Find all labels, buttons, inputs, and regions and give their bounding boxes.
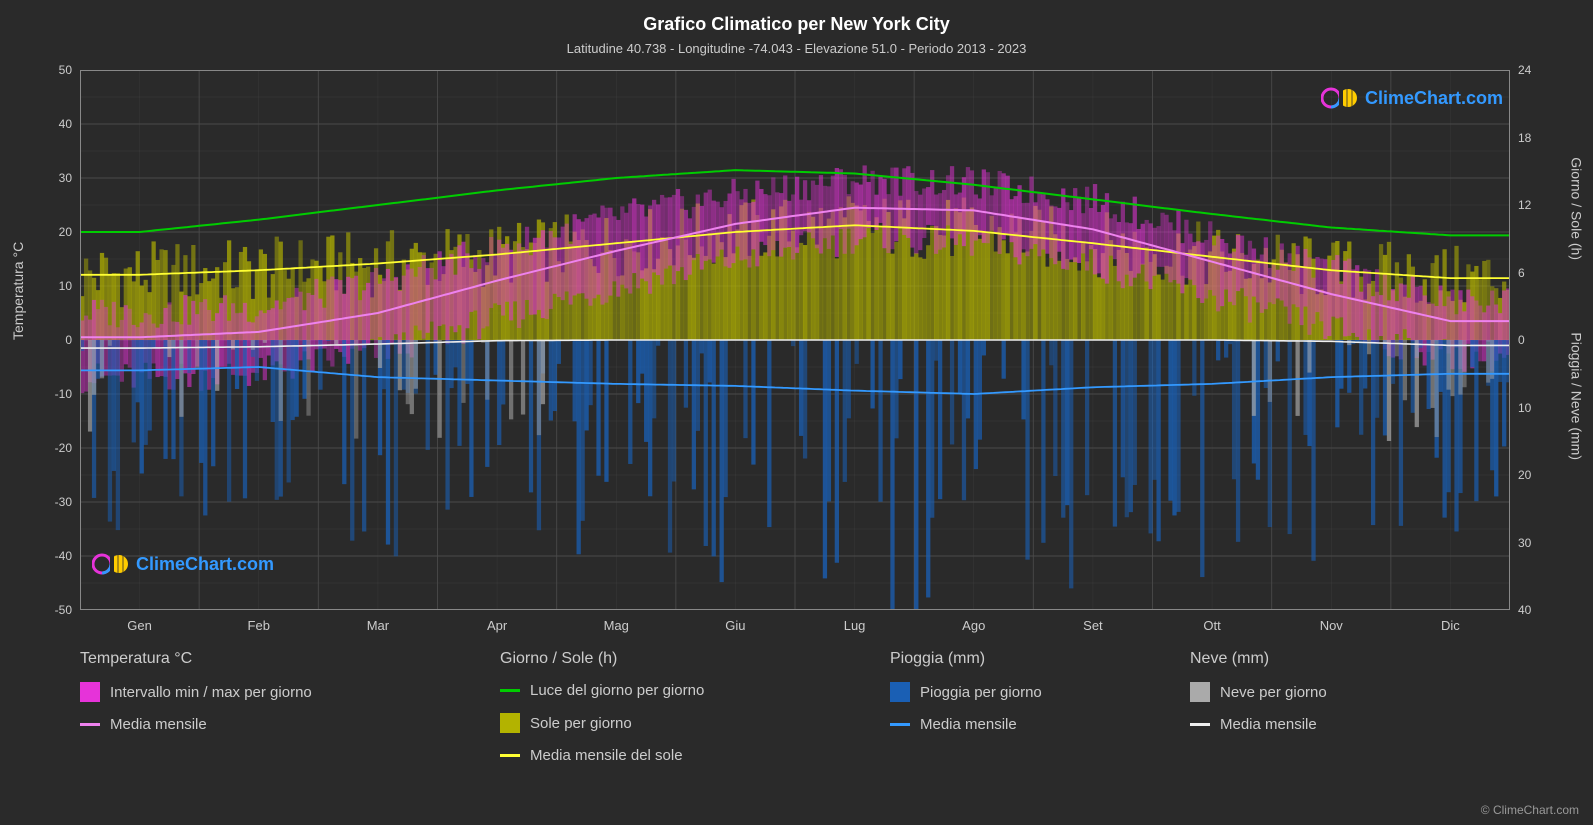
y-tick-right: 0	[1510, 333, 1525, 347]
legend-swatch	[500, 754, 520, 757]
legend-item: Intervallo min / max per giorno	[80, 682, 460, 702]
legend-swatch	[80, 723, 100, 726]
y-tick-right: 24	[1510, 63, 1531, 77]
x-tick-month: Ago	[962, 610, 985, 633]
y-tick-right: 40	[1510, 603, 1531, 617]
x-tick-month: Giu	[725, 610, 745, 633]
y-tick-right: 10	[1510, 401, 1531, 415]
legend-header: Temperatura °C	[80, 650, 460, 668]
watermark-logo-top: ClimeChart.com	[1321, 86, 1503, 110]
legend-item: Media mensile	[1190, 716, 1450, 733]
x-tick-month: Lug	[844, 610, 866, 633]
y-tick-left: 30	[59, 171, 80, 185]
x-tick-month: Dic	[1441, 610, 1460, 633]
x-tick-month: Feb	[248, 610, 270, 633]
legend-label: Media mensile	[920, 716, 1017, 733]
x-tick-month: Mag	[604, 610, 629, 633]
legend-swatch	[500, 689, 520, 692]
logo-icon	[1321, 86, 1359, 110]
x-tick-month: Gen	[127, 610, 152, 633]
y-tick-left: -50	[55, 603, 80, 617]
watermark-text: ClimeChart.com	[1365, 88, 1503, 109]
y-tick-left: -40	[55, 549, 80, 563]
legend-item: Media mensile	[890, 716, 1150, 733]
y-tick-right: 18	[1510, 131, 1531, 145]
y-tick-left: 10	[59, 279, 80, 293]
watermark-text: ClimeChart.com	[136, 554, 274, 575]
y-tick-left: -30	[55, 495, 80, 509]
x-tick-month: Apr	[487, 610, 507, 633]
legend-swatch	[500, 713, 520, 733]
logo-icon	[92, 552, 130, 576]
y-tick-right: 20	[1510, 468, 1531, 482]
legend: Temperatura °C Intervallo min / max per g…	[80, 650, 1510, 764]
x-tick-month: Ott	[1203, 610, 1220, 633]
y-tick-left: 0	[65, 333, 80, 347]
y-tick-left: 40	[59, 117, 80, 131]
legend-label: Luce del giorno per giorno	[530, 682, 704, 699]
legend-item: Luce del giorno per giorno	[500, 682, 850, 699]
legend-swatch	[1190, 682, 1210, 702]
legend-item: Sole per giorno	[500, 713, 850, 733]
x-tick-month: Nov	[1320, 610, 1343, 633]
watermark-logo-bottom: ClimeChart.com	[92, 552, 274, 576]
legend-swatch	[1190, 723, 1210, 726]
copyright: © ClimeChart.com	[1481, 803, 1579, 817]
legend-label: Pioggia per giorno	[920, 684, 1042, 701]
y-axis-left-label: Temperatura °C	[10, 242, 26, 340]
y-axis-right-bottom-label: Pioggia / Neve (mm)	[1569, 332, 1585, 460]
x-tick-month: Set	[1083, 610, 1103, 633]
y-tick-right: 6	[1510, 266, 1525, 280]
legend-label: Intervallo min / max per giorno	[110, 684, 312, 701]
y-tick-left: 50	[59, 63, 80, 77]
legend-column: Pioggia (mm) Pioggia per giorno Media mens…	[890, 650, 1190, 764]
legend-item: Media mensile del sole	[500, 747, 850, 764]
chart-subtitle: Latitudine 40.738 - Longitudine -74.043 …	[0, 35, 1593, 56]
y-tick-right: 12	[1510, 198, 1531, 212]
plot-area: 50403020100-10-20-30-40-5024181260102030…	[80, 70, 1510, 610]
y-tick-right: 30	[1510, 536, 1531, 550]
y-axis-right-top-label: Giorno / Sole (h)	[1569, 157, 1585, 260]
legend-swatch	[80, 682, 100, 702]
legend-item: Media mensile	[80, 716, 460, 733]
legend-label: Media mensile	[110, 716, 207, 733]
y-tick-left: 20	[59, 225, 80, 239]
x-tick-month: Mar	[367, 610, 389, 633]
legend-label: Media mensile del sole	[530, 747, 683, 764]
legend-header: Pioggia (mm)	[890, 650, 1150, 668]
legend-column: Neve (mm) Neve per giorno Media mensile	[1190, 650, 1490, 764]
legend-column: Giorno / Sole (h) Luce del giorno per gio…	[500, 650, 890, 764]
legend-item: Pioggia per giorno	[890, 682, 1150, 702]
legend-label: Media mensile	[1220, 716, 1317, 733]
legend-column: Temperatura °C Intervallo min / max per g…	[80, 650, 500, 764]
legend-label: Sole per giorno	[530, 715, 632, 732]
legend-swatch	[890, 723, 910, 726]
legend-label: Neve per giorno	[1220, 684, 1327, 701]
y-tick-left: -10	[55, 387, 80, 401]
legend-item: Neve per giorno	[1190, 682, 1450, 702]
y-tick-left: -20	[55, 441, 80, 455]
legend-header: Neve (mm)	[1190, 650, 1450, 668]
legend-header: Giorno / Sole (h)	[500, 650, 850, 668]
climate-chart: Grafico Climatico per New York City Lati…	[0, 0, 1593, 825]
plot-svg	[80, 70, 1510, 610]
chart-title: Grafico Climatico per New York City	[0, 0, 1593, 35]
legend-swatch	[890, 682, 910, 702]
